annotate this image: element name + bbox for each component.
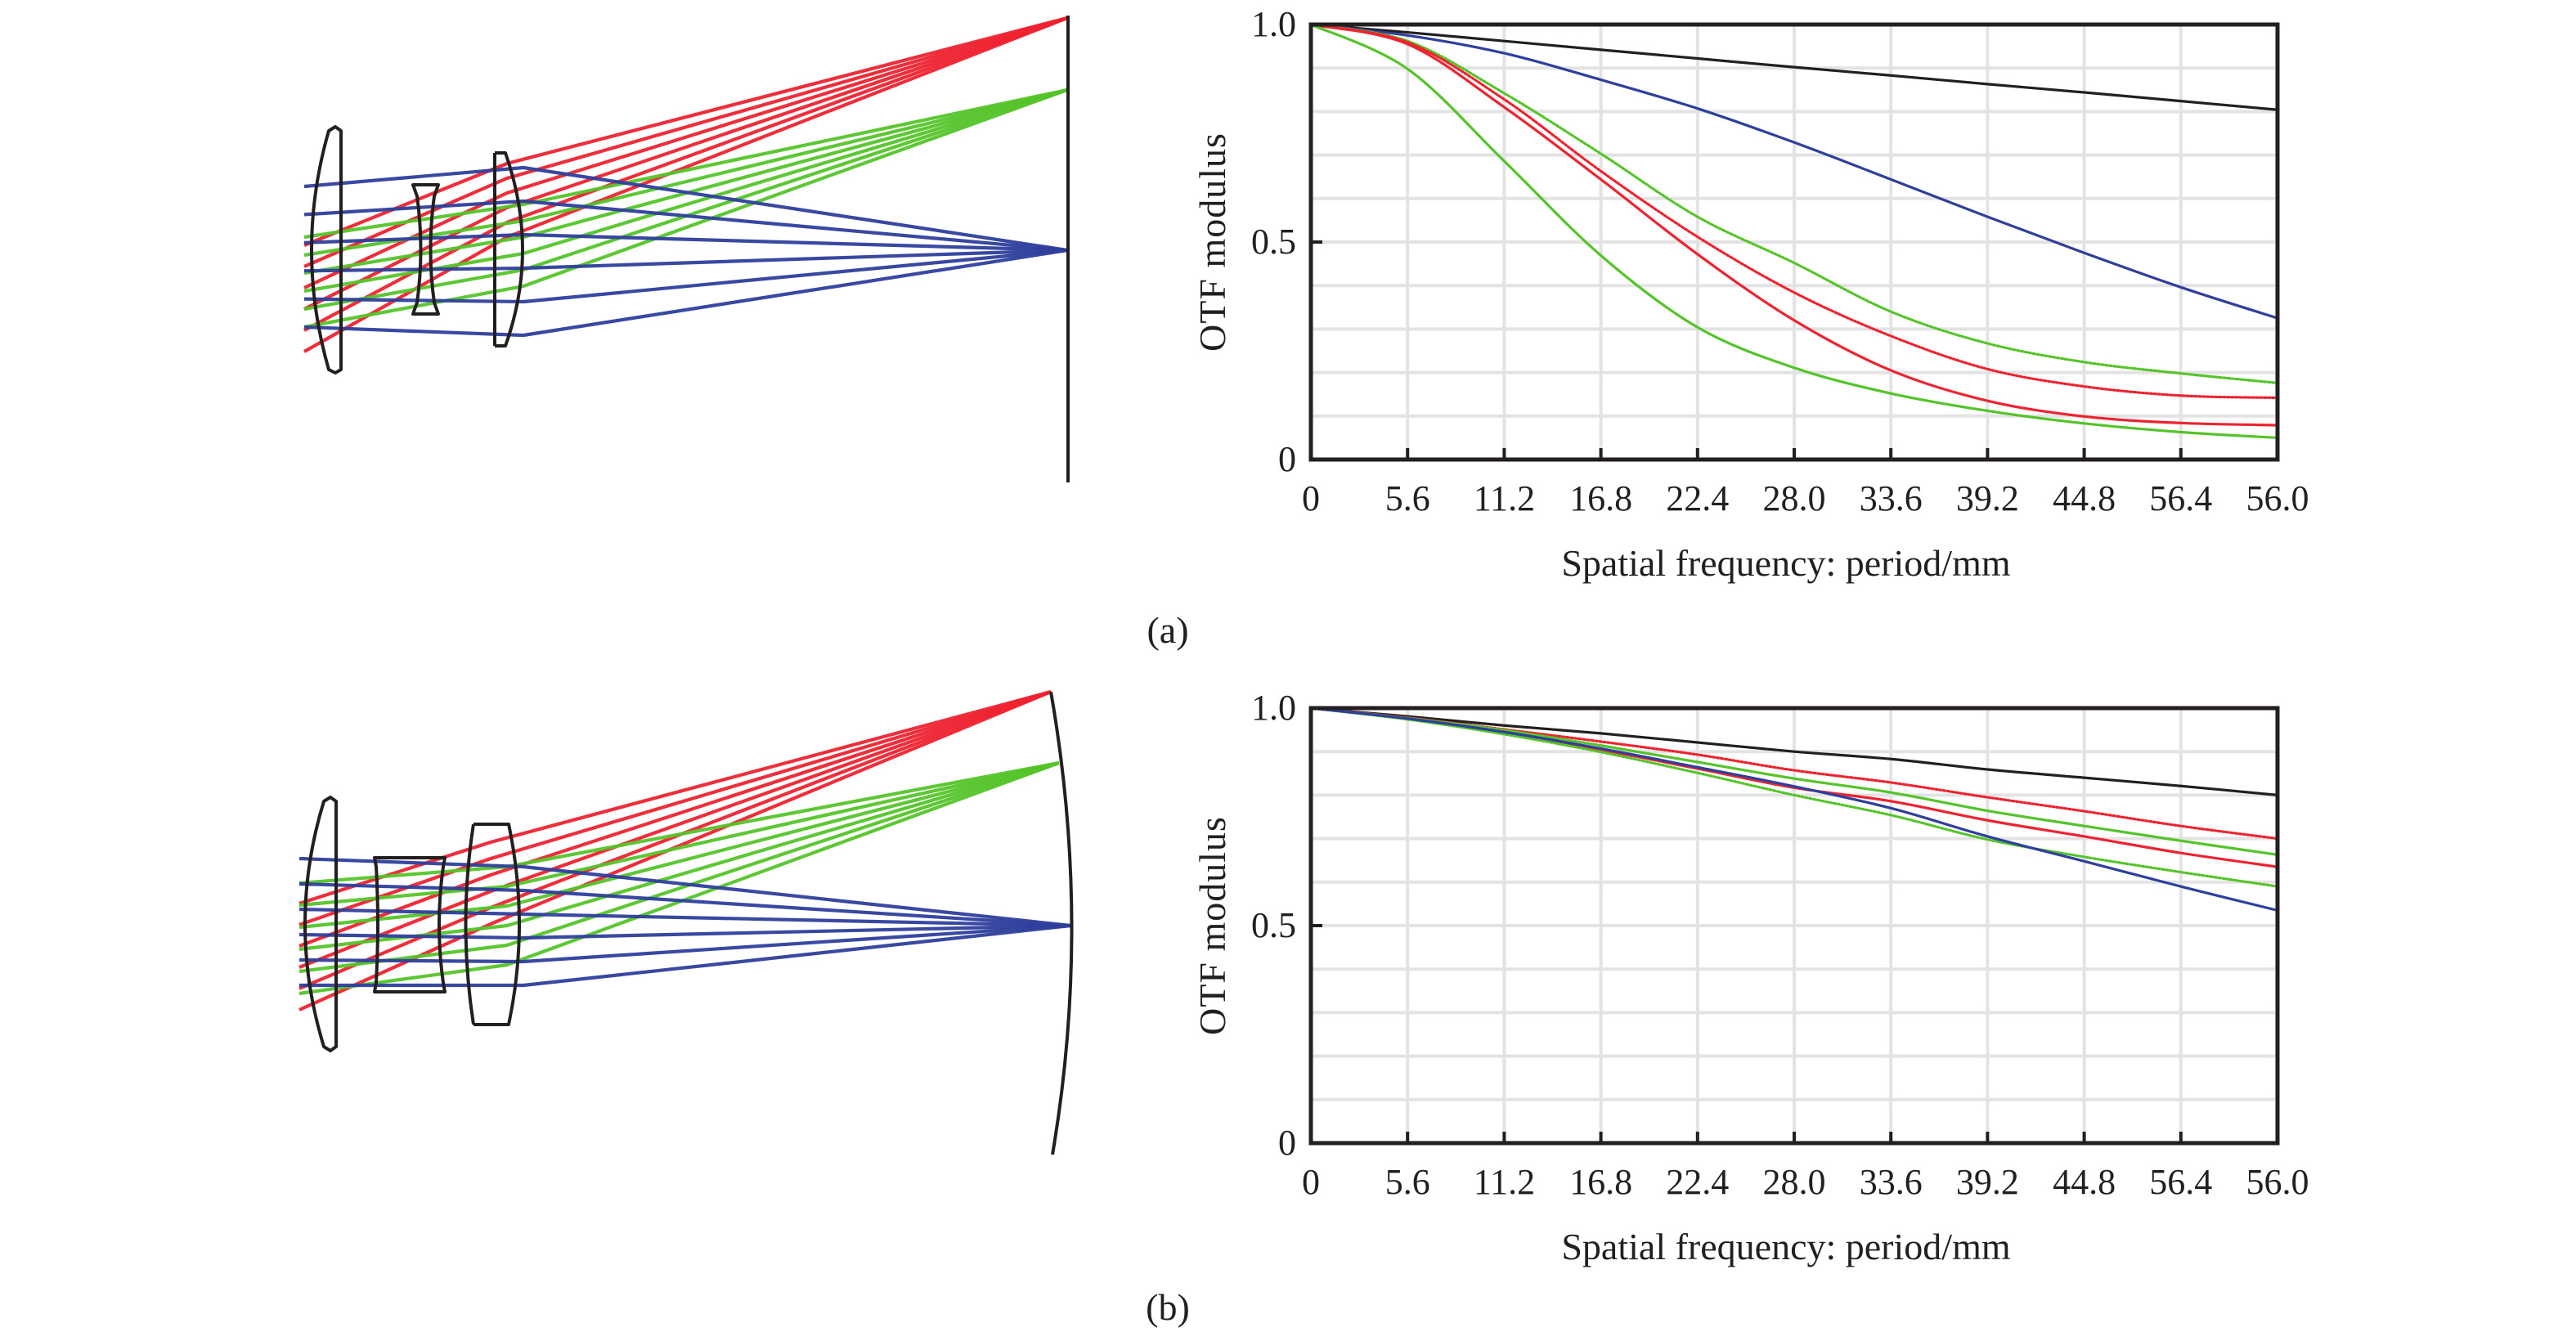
lens-element-2	[373, 856, 447, 993]
ray-on-axis	[298, 923, 1071, 964]
x-tick-label: 16.8	[1569, 478, 1632, 518]
lens-diagram-a	[303, 16, 1070, 482]
lens-element-3	[495, 151, 524, 348]
ray-full-field	[298, 690, 1052, 1011]
mtf-curve-on-axis	[1309, 23, 2279, 320]
image-surface	[1049, 691, 1074, 1155]
y-tick-labels: 0 0.5 1.0	[1251, 688, 1296, 1163]
x-tick-label: 28.0	[1763, 478, 1826, 518]
ray-full-field	[303, 16, 1068, 268]
y-tick-label: 0.5	[1251, 222, 1296, 262]
x-tick-label: 56.4	[2149, 478, 2212, 518]
axis-ticks	[1311, 924, 2183, 1143]
stop-surface	[464, 823, 475, 1025]
axis-ticks	[1311, 240, 2183, 460]
ray-on-axis	[298, 907, 1071, 928]
x-tick-label: 44.8	[2053, 1162, 2116, 1202]
y-tick-label: 0	[1278, 1123, 1296, 1163]
y-tick-label: 0.5	[1251, 905, 1296, 945]
ray-on-axis	[303, 248, 1068, 304]
lens-element-2	[411, 183, 440, 316]
ray-mid-field	[303, 87, 1068, 240]
ray-full-field	[298, 690, 1052, 990]
ray-on-axis	[303, 248, 1068, 338]
x-tick-label: 16.8	[1569, 1162, 1632, 1202]
x-axis-title: Spatial frequency: period/mm	[1561, 542, 2011, 584]
mtf-curve-on-axis	[1309, 706, 2279, 912]
x-tick-label: 44.8	[2053, 478, 2116, 518]
ray-on-axis	[303, 199, 1068, 253]
y-tick-label: 1.0	[1251, 688, 1296, 728]
x-tick-label: 33.6	[1860, 1162, 1923, 1202]
x-tick-label: 0	[1302, 1162, 1320, 1202]
y-tick-label: 0	[1278, 439, 1296, 479]
x-tick-label: 11.2	[1474, 1162, 1535, 1202]
lens-element-1	[310, 125, 343, 374]
ray-on-axis	[298, 881, 1071, 928]
ray-mid-field	[303, 87, 1068, 258]
ray-mid-field	[298, 761, 1060, 974]
panel-label-a: (a)	[1147, 609, 1188, 651]
ray-full-field	[298, 689, 1052, 926]
chart-grid	[1311, 25, 2278, 460]
mtf-chart-b: 0 5.6 11.2 16.8 22.4 28.0 33.6 39.2 44.8 56.4 56.0…	[1192, 688, 2309, 1267]
ray-on-axis	[303, 232, 1068, 253]
x-tick-label: 0	[1302, 478, 1320, 518]
ray-full-field	[298, 690, 1052, 969]
ray-on-axis	[299, 923, 1071, 988]
y-axis-title: OTF modulus	[1192, 132, 1233, 352]
x-tick-label: 11.2	[1474, 478, 1535, 518]
x-tick-label: 22.4	[1666, 1162, 1729, 1202]
x-tick-label: 56.4	[2149, 1162, 2212, 1202]
mtf-curve-full-field-tangential	[1309, 23, 2279, 427]
ray-bundle	[298, 689, 1071, 1011]
ray-mid-field	[298, 760, 1060, 908]
chart-grid	[1311, 708, 2278, 1143]
mtf-curve-mid-field-sagittal	[1309, 23, 2279, 384]
lens-element-3	[473, 823, 521, 1026]
lens-elements	[310, 16, 1070, 482]
lens-element-1	[303, 796, 338, 1052]
mtf-curve-diffraction-limit	[1309, 23, 2279, 111]
panel-label-b: (b)	[1146, 1286, 1190, 1328]
x-tick-label: 5.6	[1385, 1162, 1430, 1202]
ray-bundle	[303, 16, 1068, 353]
ray-full-field	[303, 16, 1068, 289]
ray-full-field	[303, 16, 1068, 247]
x-tick-label: 39.2	[1956, 1162, 2019, 1202]
x-tick-label: 22.4	[1666, 478, 1729, 518]
ray-mid-field	[303, 88, 1068, 330]
x-tick-labels: 0 5.6 11.2 16.8 22.4 28.0 33.6 39.2 44.8 56.4 56.0	[1302, 478, 2309, 518]
lens-elements	[303, 691, 1074, 1155]
chart-curves	[1309, 23, 2279, 439]
chart-curves	[1309, 706, 2279, 912]
ray-on-axis	[303, 165, 1068, 253]
x-axis-title: Spatial frequency: period/mm	[1561, 1226, 2011, 1267]
y-axis-title: OTF modulus	[1192, 816, 1233, 1035]
mtf-curve-mid-field-sagittal	[1309, 706, 2279, 888]
ray-full-field	[298, 690, 1052, 948]
x-tick-label: 5.6	[1385, 478, 1430, 518]
mtf-curve-mid-field-tangential	[1309, 23, 2279, 439]
ray-full-field	[298, 689, 1052, 905]
x-tick-label: 56.0	[2246, 1162, 2309, 1202]
lens-diagram-b	[298, 689, 1074, 1155]
x-tick-label: 56.0	[2246, 478, 2309, 518]
mtf-chart-a: 0 5.6 11.2 16.8 22.4 28.0 33.6 39.2 44.8 56.4 56.0…	[1192, 4, 2309, 584]
y-tick-labels: 0 0.5 1.0	[1251, 4, 1296, 479]
ray-mid-field	[298, 760, 1060, 930]
x-tick-label: 39.2	[1956, 478, 2019, 518]
x-tick-labels: 0 5.6 11.2 16.8 22.4 28.0 33.6 39.2 44.8 56.4 56.0	[1302, 1162, 2309, 1202]
ray-on-axis	[298, 923, 1071, 940]
mtf-curve-diffraction-limit	[1309, 706, 2279, 796]
mtf-curve-full-field-sagittal	[1309, 23, 2279, 400]
y-tick-label: 1.0	[1251, 4, 1296, 44]
x-tick-label: 28.0	[1763, 1162, 1826, 1202]
ray-mid-field	[298, 760, 1060, 952]
x-tick-label: 33.6	[1860, 478, 1923, 518]
